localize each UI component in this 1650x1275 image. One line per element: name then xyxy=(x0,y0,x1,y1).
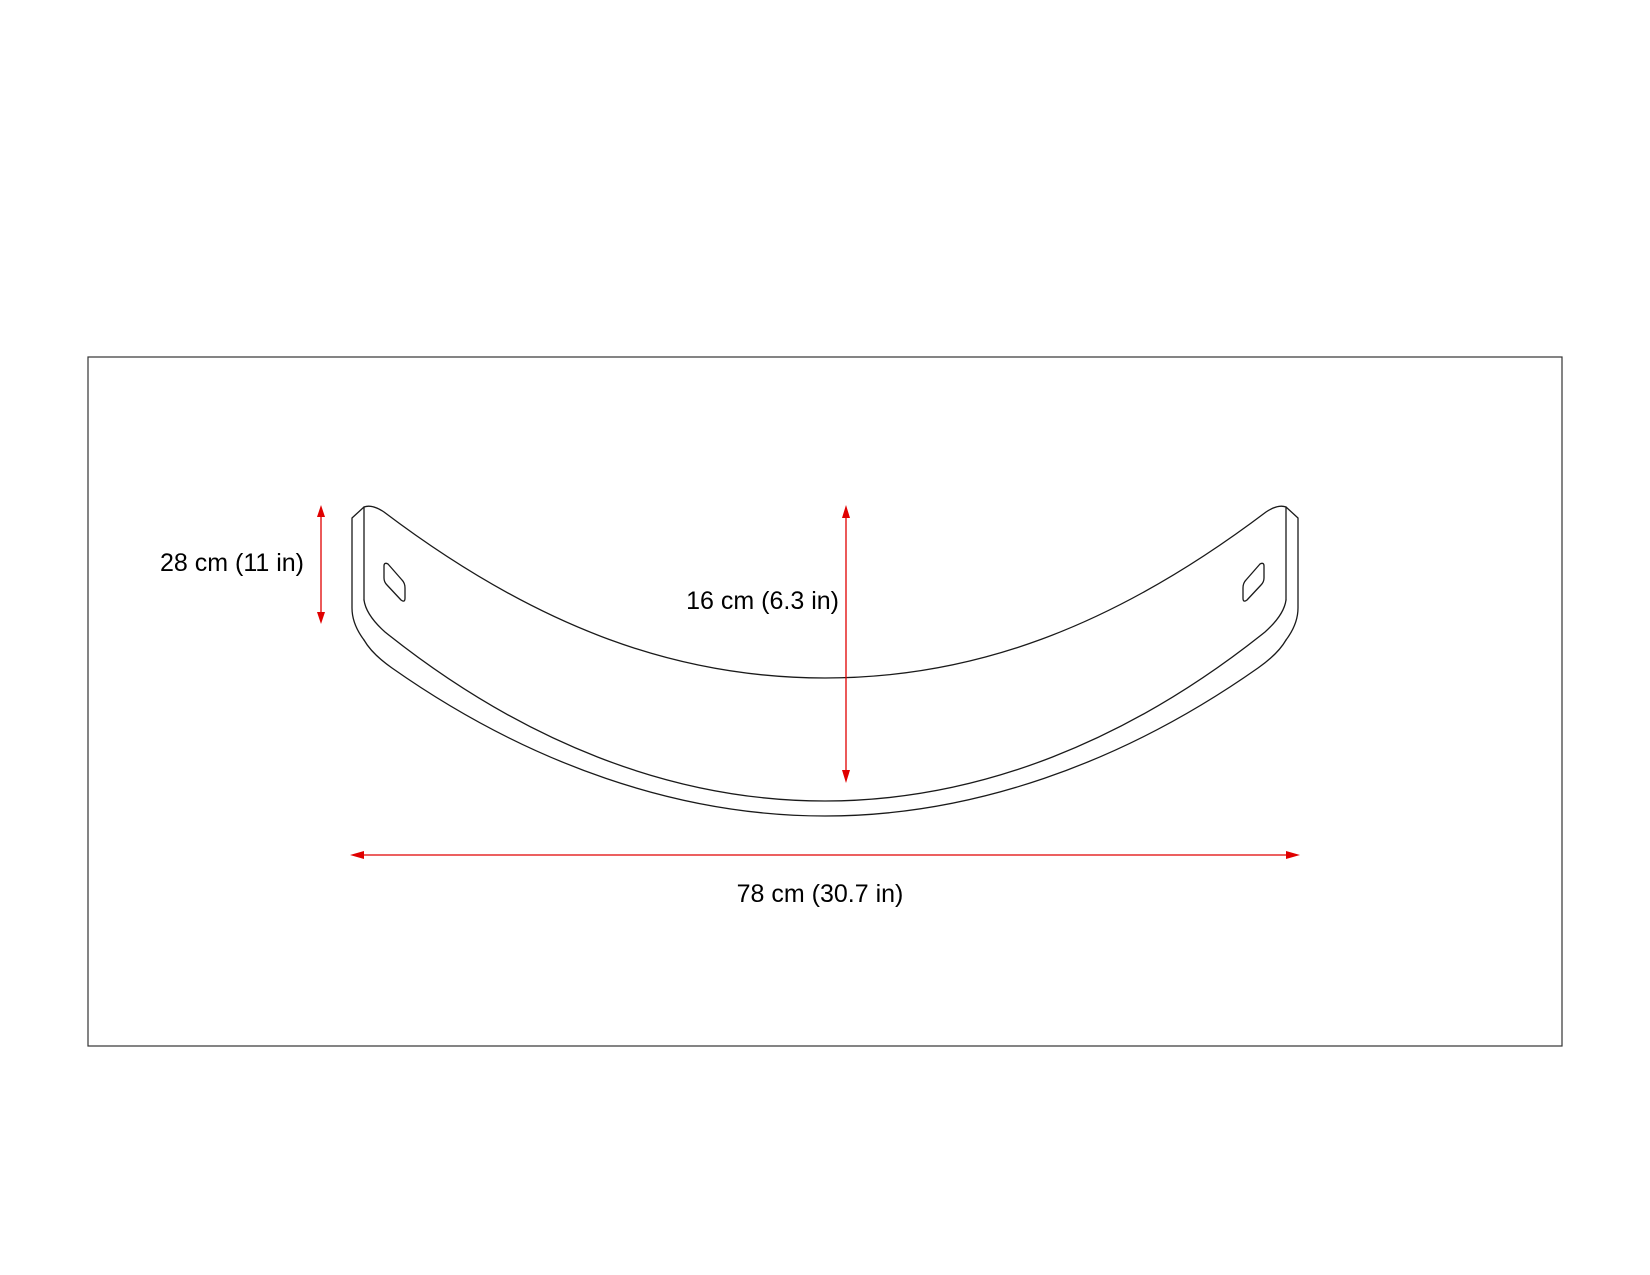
depth-dimension-label: 16 cm (6.3 in) xyxy=(686,587,839,615)
height-arrow-top xyxy=(317,505,325,517)
curved-shelf-outline xyxy=(351,505,1299,817)
front-face-lower-edge xyxy=(363,639,1287,817)
width-dimension: 78 cm (30.7 in) xyxy=(350,851,1300,908)
depth-arrow-top xyxy=(842,505,850,518)
width-dimension-label: 78 cm (30.7 in) xyxy=(737,880,904,908)
drawing-frame xyxy=(87,356,1563,1047)
width-arrow-left xyxy=(350,851,364,859)
top-back-edge xyxy=(363,505,1287,679)
depth-arrow-bottom xyxy=(842,770,850,783)
right-mounting-slot xyxy=(1242,562,1265,602)
front-face-upper-edge xyxy=(363,599,1287,802)
left-end-face xyxy=(351,506,365,641)
left-mounting-slot xyxy=(383,562,406,602)
right-end-face xyxy=(1285,506,1299,641)
width-arrow-right xyxy=(1286,851,1300,859)
height-dimension-label: 28 cm (11 in) xyxy=(160,549,304,577)
height-dimension: 28 cm (11 in) xyxy=(160,505,325,624)
height-arrow-bottom xyxy=(317,612,325,624)
depth-dimension: 16 cm (6.3 in) xyxy=(686,505,850,783)
